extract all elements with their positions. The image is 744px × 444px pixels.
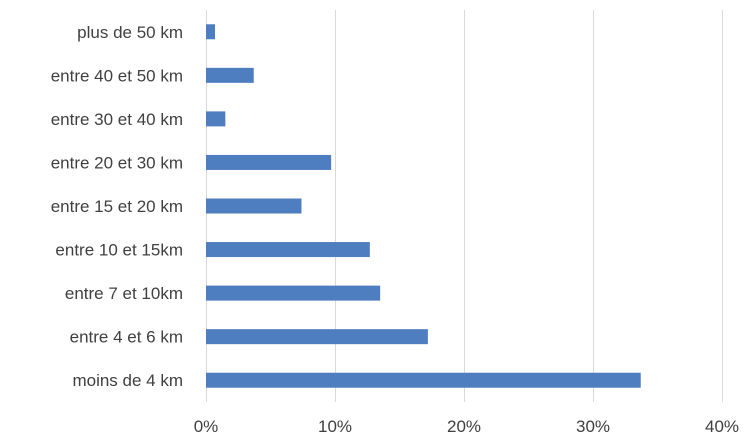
- category-label: plus de 50 km: [77, 23, 183, 42]
- bar: [206, 372, 641, 388]
- x-tick-label: 30%: [576, 417, 610, 436]
- bar: [206, 24, 216, 40]
- category-label: entre 7 et 10km: [65, 284, 183, 303]
- bar: [206, 67, 254, 83]
- x-tick-labels: 0% 10% 20% 30% 40%: [194, 417, 739, 436]
- bar: [206, 242, 370, 258]
- category-label: entre 30 et 40 km: [51, 110, 183, 129]
- bars: [206, 24, 641, 388]
- bar: [206, 154, 332, 170]
- category-label: moins de 4 km: [72, 371, 183, 390]
- x-tick-label: 10%: [318, 417, 352, 436]
- bar: [206, 329, 428, 345]
- category-label: entre 4 et 6 km: [70, 328, 183, 347]
- category-label: entre 40 et 50 km: [51, 66, 183, 85]
- bar: [206, 111, 226, 127]
- category-label: entre 15 et 20 km: [51, 197, 183, 216]
- x-tick-label: 0%: [194, 417, 219, 436]
- bar: [206, 285, 381, 301]
- bar: [206, 198, 302, 214]
- x-tick-label: 40%: [705, 417, 739, 436]
- category-labels: plus de 50 km entre 40 et 50 km entre 30 e…: [51, 23, 183, 390]
- category-label: entre 20 et 30 km: [51, 153, 183, 172]
- category-label: entre 10 et 15km: [55, 241, 183, 260]
- x-tick-label: 20%: [447, 417, 481, 436]
